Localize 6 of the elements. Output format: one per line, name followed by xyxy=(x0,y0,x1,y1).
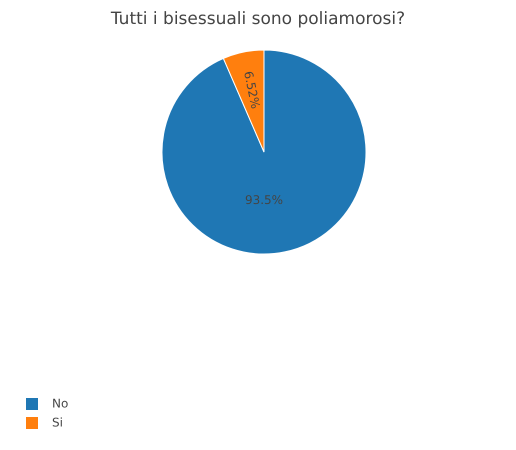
pie-slice xyxy=(162,50,366,254)
legend-label: Si xyxy=(52,415,63,430)
chart-title: Tutti i bisessuali sono poliamorosi? xyxy=(110,9,406,29)
legend-label: No xyxy=(52,396,68,410)
data-label: 93.5% xyxy=(244,193,284,208)
data-label: 6.52% xyxy=(241,70,263,110)
